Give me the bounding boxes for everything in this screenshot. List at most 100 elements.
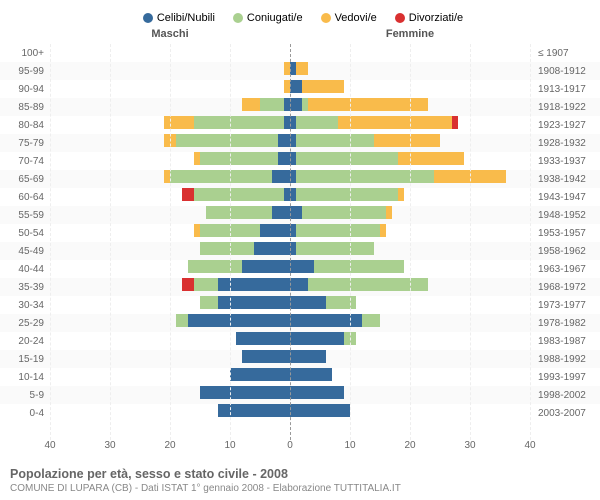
age-row: 30-341973-1977 bbox=[0, 296, 600, 314]
age-row: 80-84 1923-1927 bbox=[0, 116, 600, 134]
x-tick: 30 bbox=[464, 440, 475, 451]
age-row: 95-991908-1912 bbox=[0, 62, 600, 80]
bar-segment-married bbox=[314, 260, 404, 273]
bar-segment-widowed bbox=[242, 98, 260, 111]
age-row: 75-79 1928-1932 bbox=[0, 134, 600, 152]
age-label: 65-69 bbox=[8, 174, 44, 185]
bar-segment-single bbox=[272, 170, 290, 183]
bar-segment-single bbox=[218, 278, 290, 291]
bar-segment-single bbox=[230, 368, 290, 381]
bar-segment-single bbox=[278, 134, 290, 147]
bar-segment-married bbox=[296, 170, 434, 183]
age-label: 60-64 bbox=[8, 192, 44, 203]
bar-segment-widowed bbox=[398, 188, 404, 201]
birth-year-label: 2003-2007 bbox=[538, 408, 592, 419]
legend-dot bbox=[233, 13, 243, 23]
bar-segment-widowed bbox=[386, 206, 392, 219]
age-row: 0-42003-2007 bbox=[0, 404, 600, 422]
age-label: 20-24 bbox=[8, 336, 44, 347]
legend: Celibi/NubiliConiugati/eVedovi/eDivorzia… bbox=[0, 8, 600, 28]
population-pyramid-chart: Celibi/NubiliConiugati/eVedovi/eDivorzia… bbox=[0, 8, 600, 468]
bar-segment-divorced bbox=[182, 278, 194, 291]
birth-year-label: 1983-1987 bbox=[538, 336, 592, 347]
bar-segment-married bbox=[296, 116, 338, 129]
bar-segment-single bbox=[242, 260, 290, 273]
bar-segment-widowed bbox=[302, 80, 344, 93]
bar-segment-married bbox=[200, 296, 218, 309]
x-axis: 40302010010203040 bbox=[50, 440, 530, 454]
birth-year-label: ≤ 1907 bbox=[538, 48, 592, 59]
bar-segment-married bbox=[200, 242, 254, 255]
birth-year-label: 1973-1977 bbox=[538, 300, 592, 311]
bar-segment-single bbox=[290, 332, 344, 345]
bar-segment-married bbox=[296, 188, 398, 201]
birth-year-label: 1953-1957 bbox=[538, 228, 592, 239]
bar-segment-single bbox=[290, 260, 314, 273]
bar-segment-married bbox=[170, 170, 272, 183]
bar-segment-married bbox=[194, 278, 218, 291]
bar-segment-married bbox=[176, 134, 278, 147]
age-row: 20-24 1983-1987 bbox=[0, 332, 600, 350]
bar-segment-widowed bbox=[398, 152, 464, 165]
age-row: 15-191988-1992 bbox=[0, 350, 600, 368]
birth-year-label: 1928-1932 bbox=[538, 138, 592, 149]
bar-segment-married bbox=[362, 314, 380, 327]
bar-segment-widowed bbox=[380, 224, 386, 237]
bar-segment-single bbox=[254, 242, 290, 255]
bar-segment-single bbox=[236, 332, 290, 345]
birth-year-label: 1933-1937 bbox=[538, 156, 592, 167]
bar-segment-married bbox=[200, 152, 278, 165]
birth-year-label: 1918-1922 bbox=[538, 102, 592, 113]
age-row: 35-391968-1972 bbox=[0, 278, 600, 296]
bar-segment-married bbox=[260, 98, 284, 111]
age-row: 60-641943-1947 bbox=[0, 188, 600, 206]
age-label: 90-94 bbox=[8, 84, 44, 95]
plot-area: Fasce di età Anni di nascita 100+≤ 19079… bbox=[0, 44, 600, 440]
bar-segment-widowed bbox=[296, 62, 308, 75]
age-label: 100+ bbox=[8, 48, 44, 59]
legend-item: Celibi/Nubili bbox=[137, 12, 215, 24]
legend-dot bbox=[321, 13, 331, 23]
bar-segment-married bbox=[188, 260, 242, 273]
age-row: 100+ ≤ 1907 bbox=[0, 44, 600, 62]
birth-year-label: 1968-1972 bbox=[538, 282, 592, 293]
age-row: 45-491958-1962 bbox=[0, 242, 600, 260]
x-tick: 10 bbox=[224, 440, 235, 451]
age-label: 40-44 bbox=[8, 264, 44, 275]
bar-segment-single bbox=[218, 404, 290, 417]
legend-item: Coniugati/e bbox=[227, 12, 303, 24]
bar-segment-widowed bbox=[338, 116, 452, 129]
bar-segment-married bbox=[296, 242, 374, 255]
age-label: 80-84 bbox=[8, 120, 44, 131]
birth-year-label: 1993-1997 bbox=[538, 372, 592, 383]
age-label: 10-14 bbox=[8, 372, 44, 383]
birth-year-label: 1963-1967 bbox=[538, 264, 592, 275]
birth-year-label: 1958-1962 bbox=[538, 246, 592, 257]
bar-segment-married bbox=[176, 314, 188, 327]
bar-segment-single bbox=[200, 386, 290, 399]
birth-year-label: 1923-1927 bbox=[538, 120, 592, 131]
age-label: 70-74 bbox=[8, 156, 44, 167]
age-row: 90-941913-1917 bbox=[0, 80, 600, 98]
bar-segment-married bbox=[326, 296, 356, 309]
age-row: 70-74 1933-1937 bbox=[0, 152, 600, 170]
age-row: 65-691938-1942 bbox=[0, 170, 600, 188]
x-tick: 10 bbox=[344, 440, 355, 451]
age-label: 50-54 bbox=[8, 228, 44, 239]
age-row: 10-14 1993-1997 bbox=[0, 368, 600, 386]
x-tick: 40 bbox=[524, 440, 535, 451]
bar-segment-single bbox=[290, 350, 326, 363]
age-row: 50-54 1953-1957 bbox=[0, 224, 600, 242]
age-label: 75-79 bbox=[8, 138, 44, 149]
chart-footer: Popolazione per età, sesso e stato civil… bbox=[10, 467, 590, 494]
bar-segment-single bbox=[290, 80, 302, 93]
age-label: 5-9 bbox=[8, 390, 44, 401]
bar-segment-married bbox=[194, 188, 284, 201]
bar-segment-married bbox=[296, 134, 374, 147]
bar-segment-single bbox=[290, 296, 326, 309]
bar-segment-single bbox=[290, 386, 344, 399]
bar-segment-married bbox=[206, 206, 272, 219]
birth-year-label: 1978-1982 bbox=[538, 318, 592, 329]
age-label: 15-19 bbox=[8, 354, 44, 365]
birth-year-label: 1948-1952 bbox=[538, 210, 592, 221]
